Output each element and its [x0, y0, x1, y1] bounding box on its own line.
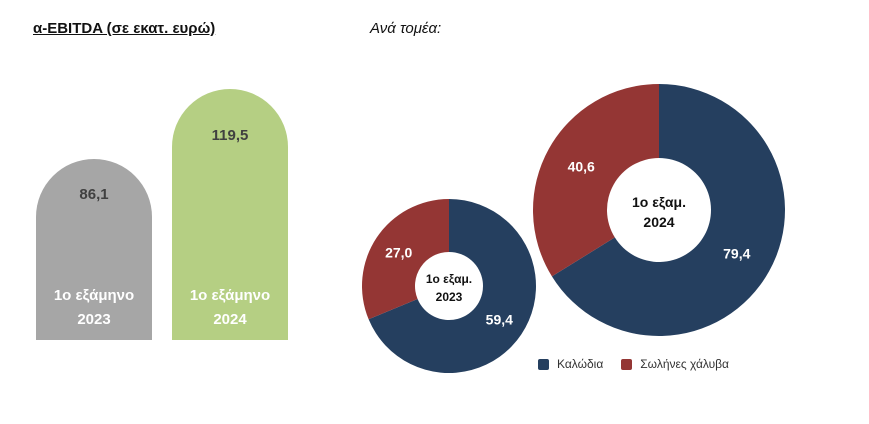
- donut-2024-center-label: 1ο εξαμ.: [632, 194, 686, 210]
- bar-value-label: 119,5: [211, 127, 249, 144]
- bar-2023: 86,1 1ο εξάμηνο 2023: [36, 159, 152, 340]
- bar-category-line: 2024: [213, 311, 247, 328]
- bar-category-label: 1ο εξάμηνο 2023: [36, 284, 152, 332]
- donut-2023-value-label: 59,4: [486, 312, 513, 328]
- donut-2023-center-label: 1ο εξαμ.: [426, 272, 472, 286]
- donut-2023-slice-cables: [368, 199, 537, 373]
- donut-2023-value-label: 27,0: [385, 244, 412, 260]
- donut-2024-center-label: 2024: [643, 214, 674, 230]
- bar-category-line: 1ο εξάμηνο: [53, 287, 135, 304]
- legend-item-steel-pipes: Σωλήνες χάλυβα: [621, 357, 729, 371]
- legend-label-cables: Καλώδια: [557, 357, 604, 371]
- donut-2023-slice-steel-pipes: [362, 199, 449, 320]
- donut-2024-value-label: 40,6: [568, 159, 595, 175]
- bar-2024: 119,5 1ο εξάμηνο 2024: [172, 89, 288, 340]
- legend: Καλώδια Σωλήνες χάλυβα: [538, 357, 747, 371]
- donut-2024-slice-steel-pipes: [533, 84, 659, 277]
- bar-chart-title: α-EBITDA (σε εκατ. ευρώ): [33, 20, 216, 37]
- donut-2024-slice-cables: [551, 84, 785, 337]
- bar-category-label: 1ο εξάμηνο 2024: [172, 284, 288, 332]
- bar-category-line: 1ο εξάμηνο: [189, 287, 271, 304]
- bar-value-label: 86,1: [79, 186, 109, 203]
- legend-swatch-steel-pipes: [621, 358, 633, 370]
- donut-2024-value-label: 79,4: [723, 245, 750, 261]
- legend-swatch-cables: [538, 358, 549, 370]
- bar-category-line: 2023: [77, 311, 111, 328]
- legend-label-steel-pipes: Σωλήνες χάλυβα: [640, 357, 729, 371]
- donut-2023-center-label: 2023: [436, 290, 463, 304]
- legend-item-cables: Καλώδια: [538, 357, 603, 371]
- sector-breakdown-title: Ανά τομέα:: [370, 20, 442, 37]
